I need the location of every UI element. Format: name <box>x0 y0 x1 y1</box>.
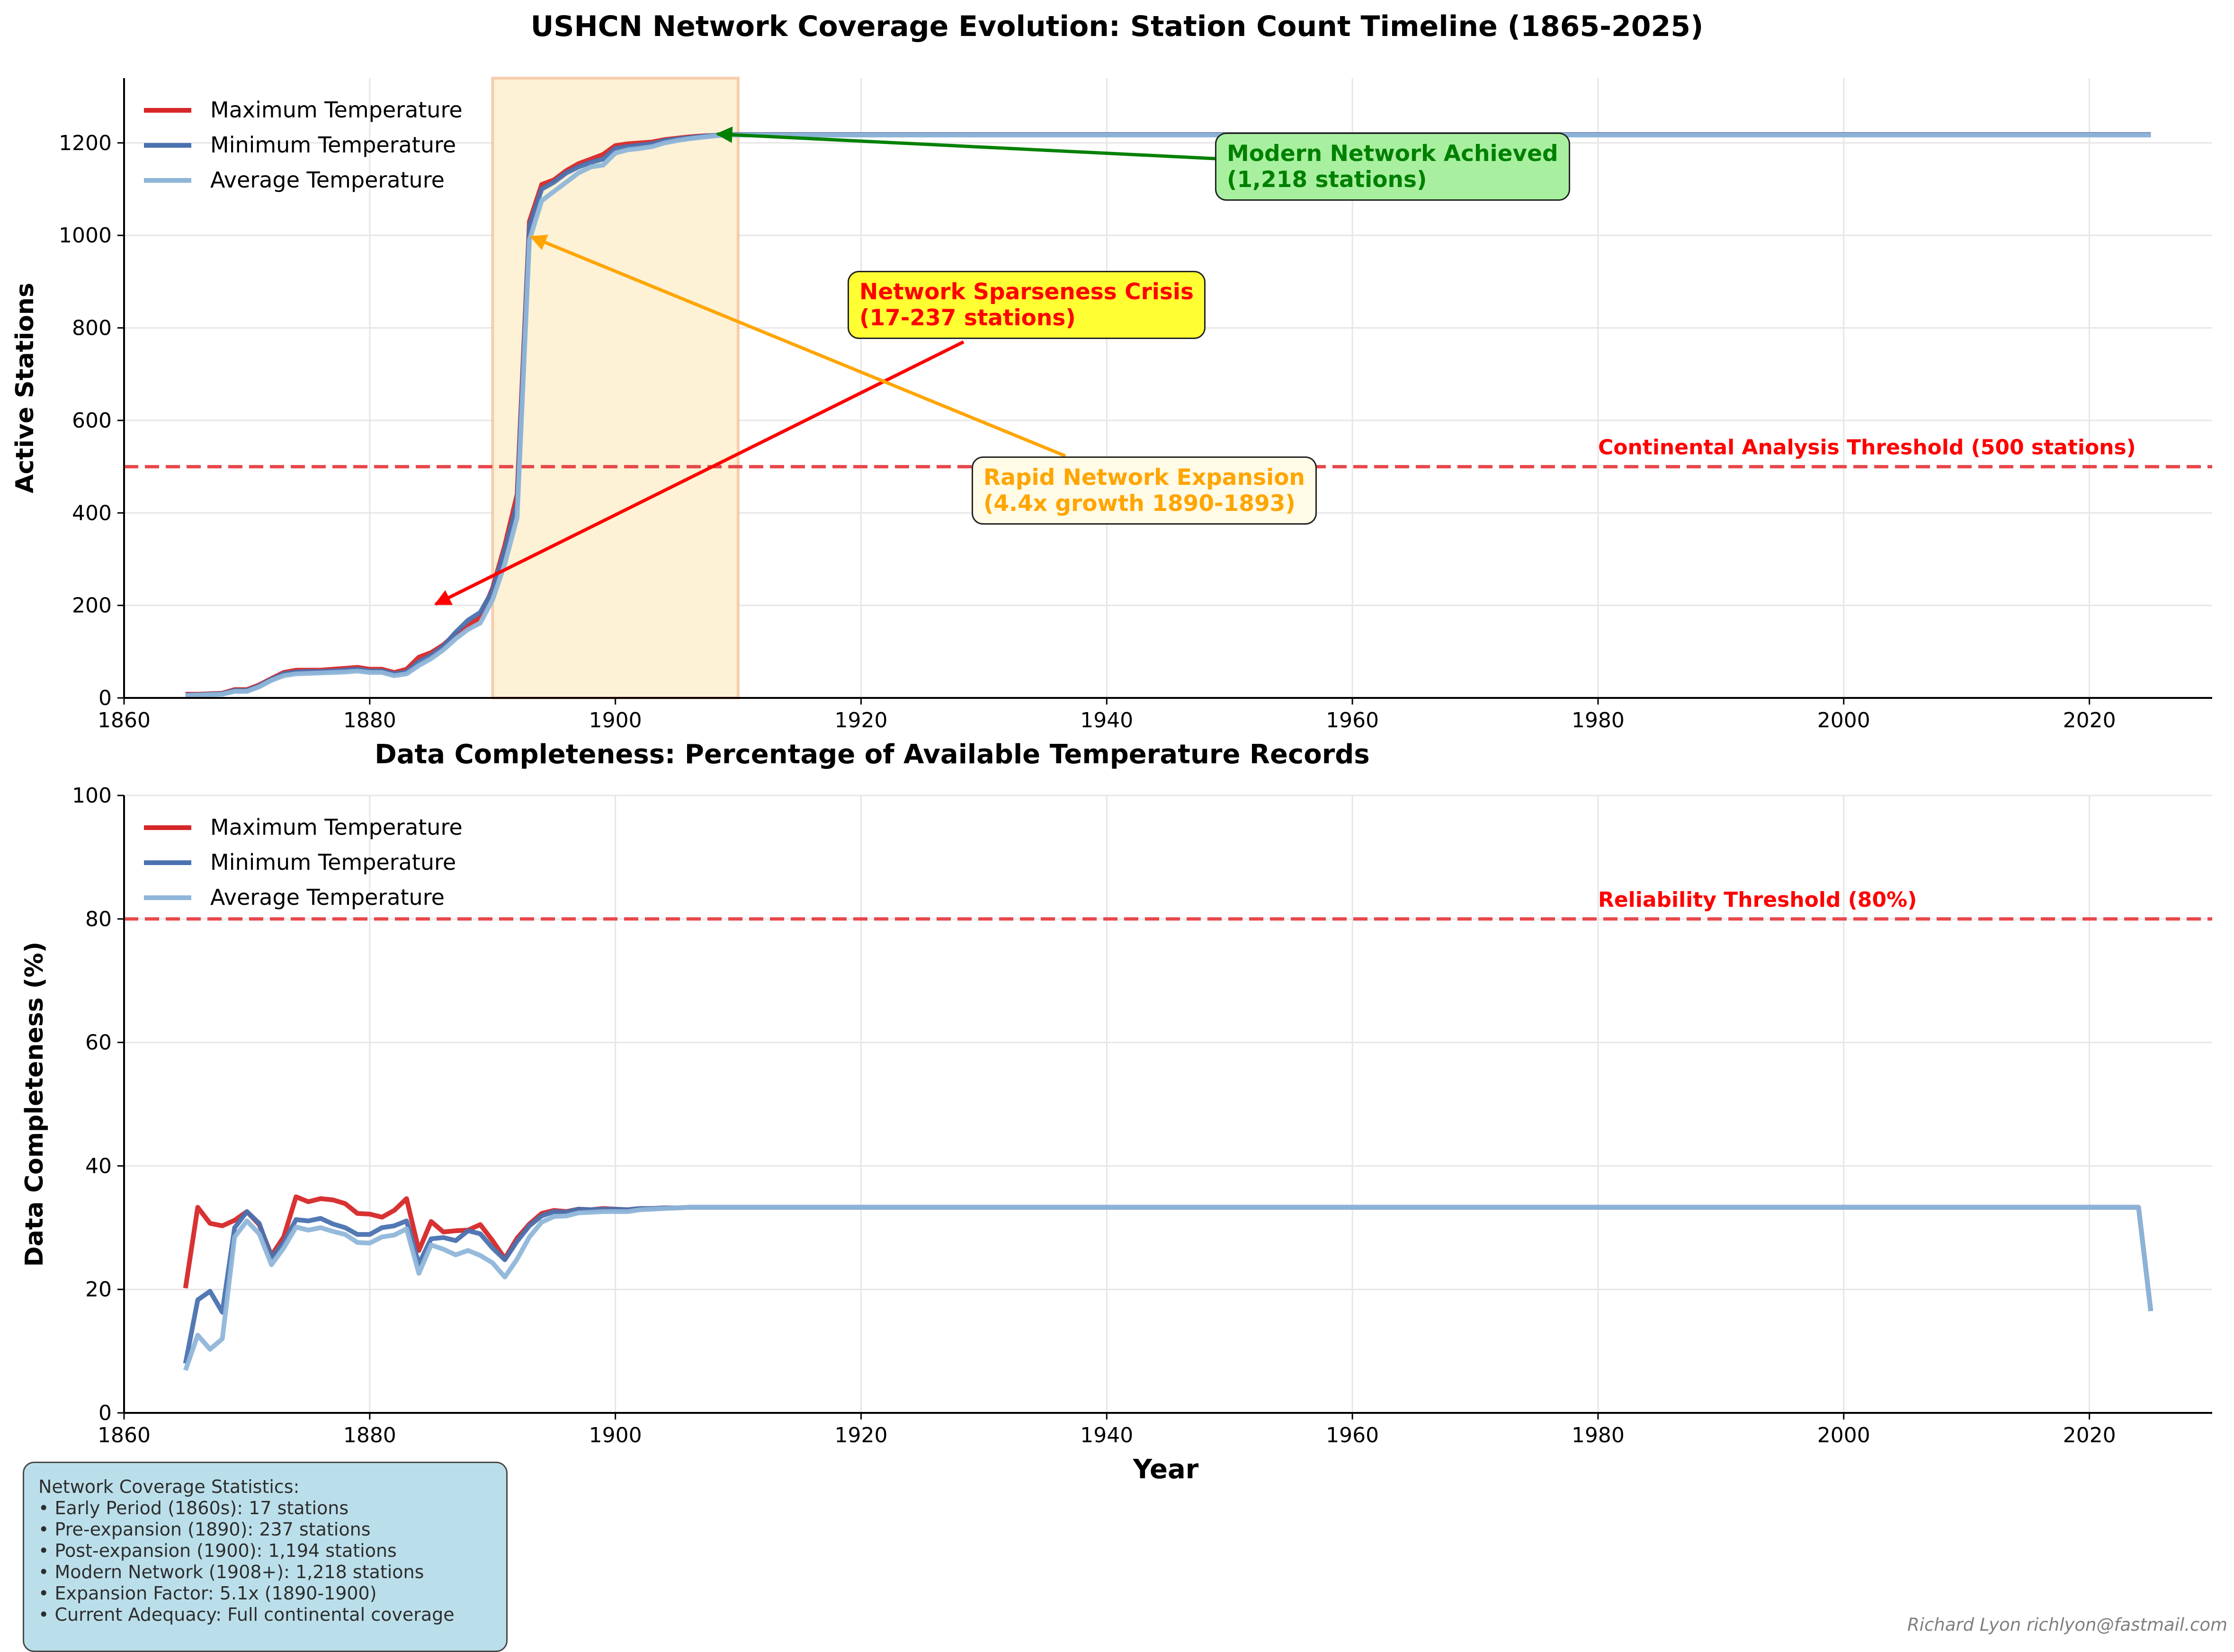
legend-label: Minimum Temperature <box>210 849 456 875</box>
x-tick-label: 1980 <box>1572 708 1625 732</box>
x-tick-label: 1880 <box>343 1423 396 1447</box>
y-tick-label: 400 <box>72 501 112 525</box>
x-tick-label: 1900 <box>589 708 642 732</box>
legend-label: Maximum Temperature <box>210 814 463 840</box>
x-tick-label: 1860 <box>98 708 151 732</box>
x-tick-label: 1900 <box>589 1423 642 1447</box>
x-tick-label: 1960 <box>1326 708 1379 732</box>
arrow-crisis <box>434 340 965 606</box>
x-tick-label: 1920 <box>834 1423 887 1447</box>
series-line <box>183 1205 2154 1371</box>
figure-title: USHCN Network Coverage Evolution: Statio… <box>531 10 1704 43</box>
legend: Maximum Temperature Minimum Temperature Av… <box>144 97 463 193</box>
legend-label: Minimum Temperature <box>210 132 456 158</box>
x-tick-label: 1920 <box>834 708 887 732</box>
author-credit: Richard Lyon richlyon@fastmail.com <box>1907 1615 2227 1635</box>
legend: Maximum Temperature Minimum Temperature Av… <box>144 814 463 910</box>
stats-line: • Current Adequacy: Full continental cov… <box>38 1604 455 1625</box>
y-tick-labels: 0 20 40 60 80 100 <box>72 784 124 1425</box>
series-line <box>185 132 2151 698</box>
y-axis-label: Active Stations <box>11 283 39 493</box>
x-tick-label: 2020 <box>2063 708 2116 732</box>
series-line <box>185 133 2151 698</box>
arrow-modern <box>715 126 1215 161</box>
y-tick-label: 1200 <box>59 131 112 155</box>
legend-label: Average Temperature <box>210 167 445 193</box>
annotation-crisis-line2: (17-237 stations) <box>859 305 1076 331</box>
axes <box>123 795 2212 1414</box>
annotation-crisis: Network Sparseness Crisis (17-237 statio… <box>848 271 1206 339</box>
stats-line: • Expansion Factor: 5.1x (1890-1900) <box>38 1583 377 1604</box>
legend-label: Maximum Temperature <box>210 97 463 123</box>
y-tick-labels: 0 200 400 600 800 1000 1200 <box>59 131 124 710</box>
y-tick-label: 0 <box>98 686 112 710</box>
x-tick-label: 1940 <box>1080 1423 1133 1447</box>
x-tick-labels: 1860 1880 1900 1920 1940 1960 1980 2000 2020 <box>98 1413 2116 1447</box>
stats-line: • Modern Network (1908+): 1,218 stations <box>38 1562 424 1582</box>
y-tick-label: 80 <box>85 907 112 931</box>
axes <box>123 78 2212 699</box>
expansion-highlight-span <box>491 77 740 699</box>
annotation-modern-line1: Modern Network Achieved <box>1227 141 1558 167</box>
annotation-rapid: Rapid Network Expansion (4.4x growth 189… <box>972 456 1317 525</box>
annotation-crisis-line1: Network Sparseness Crisis <box>859 279 1194 305</box>
stats-line: • Pre-expansion (1890): 237 stations <box>38 1519 371 1540</box>
x-tick-label: 1980 <box>1572 1423 1625 1447</box>
y-axis-label: Data Completeness (%) <box>20 942 49 1267</box>
y-tick-label: 20 <box>85 1277 112 1302</box>
series-lines <box>185 132 2151 698</box>
panel-title: Data Completeness: Percentage of Availab… <box>375 739 1369 770</box>
x-tick-label: 1860 <box>98 1423 151 1447</box>
annotation-modern: Modern Network Achieved (1,218 stations) <box>1215 133 1570 201</box>
x-tick-label: 1940 <box>1080 708 1133 732</box>
x-tick-labels: 1860 1880 1900 1920 1940 1960 1980 2000 2020 <box>98 698 2116 732</box>
y-tick-label: 800 <box>72 316 112 340</box>
y-tick-label: 40 <box>85 1154 112 1178</box>
y-tick-label: 100 <box>72 784 112 808</box>
x-tick-label: 2020 <box>2063 1423 2116 1447</box>
stats-heading: Network Coverage Statistics: <box>38 1476 300 1497</box>
reliability-threshold-label: Reliability Threshold (80%) <box>1598 888 1917 912</box>
y-tick-label: 600 <box>72 409 112 433</box>
stats-box: Network Coverage Statistics: • Early Per… <box>23 1462 508 1652</box>
x-axis-label: Year <box>1133 1454 1199 1485</box>
y-tick-label: 60 <box>85 1031 112 1055</box>
series-line <box>183 1205 2154 1364</box>
annotation-rapid-line1: Rapid Network Expansion <box>983 464 1305 491</box>
continental-threshold-label: Continental Analysis Threshold (500 stat… <box>1598 436 2136 460</box>
x-tick-label: 2000 <box>1817 1423 1870 1447</box>
stats-line: • Early Period (1860s): 17 stations <box>38 1498 349 1518</box>
annotation-rapid-line2: (4.4x growth 1890-1893) <box>983 491 1296 517</box>
arrow-rapid <box>529 234 1066 458</box>
annotation-modern-line2: (1,218 stations) <box>1227 167 1427 193</box>
station-count-panel: Continental Analysis Threshold (500 stat… <box>11 77 2212 732</box>
series-lines <box>183 1194 2154 1371</box>
legend-label: Average Temperature <box>210 884 445 910</box>
x-tick-label: 1960 <box>1326 1423 1379 1447</box>
y-tick-label: 0 <box>98 1401 112 1425</box>
y-tick-label: 1000 <box>59 223 112 248</box>
y-tick-label: 200 <box>72 594 112 618</box>
x-tick-label: 2000 <box>1817 708 1870 732</box>
stats-line: • Post-expansion (1900): 1,194 stations <box>38 1540 397 1561</box>
completeness-panel: Data Completeness: Percentage of Availab… <box>20 739 2212 1485</box>
x-tick-label: 1880 <box>343 708 396 732</box>
